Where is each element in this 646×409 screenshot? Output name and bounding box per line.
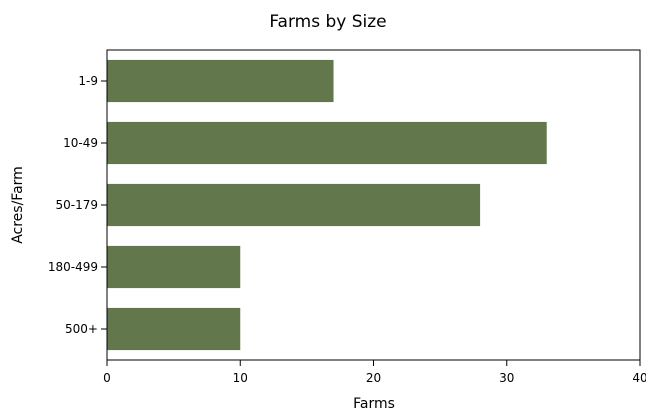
x-axis-ticks: 0 10 20 30 40	[103, 360, 646, 385]
bars-group	[107, 59, 547, 351]
y-axis-ticks: 1-9 10-49 50-179 180-499 500+	[48, 74, 107, 336]
x-axis-label: Farms	[353, 396, 395, 409]
y-tick-label: 10-49	[63, 136, 98, 150]
x-tick-label: 30	[499, 371, 514, 385]
y-tick-label: 1-9	[78, 74, 98, 88]
y-axis-label: Acres/Farm	[10, 166, 26, 244]
y-tick-label: 500+	[65, 322, 98, 336]
x-tick-label: 0	[103, 371, 111, 385]
bar-50-179	[107, 183, 481, 227]
y-tick-label: 50-179	[55, 198, 98, 212]
x-tick-label: 20	[366, 371, 381, 385]
x-tick-label: 10	[233, 371, 248, 385]
x-tick-label: 40	[632, 371, 646, 385]
bar-10-49	[107, 121, 547, 165]
bar-180-499	[107, 245, 241, 289]
y-tick-label: 180-499	[48, 260, 98, 274]
chart-title: Farms by Size	[269, 12, 386, 32]
bar-1-9	[107, 59, 334, 103]
bar-500+	[107, 307, 241, 351]
